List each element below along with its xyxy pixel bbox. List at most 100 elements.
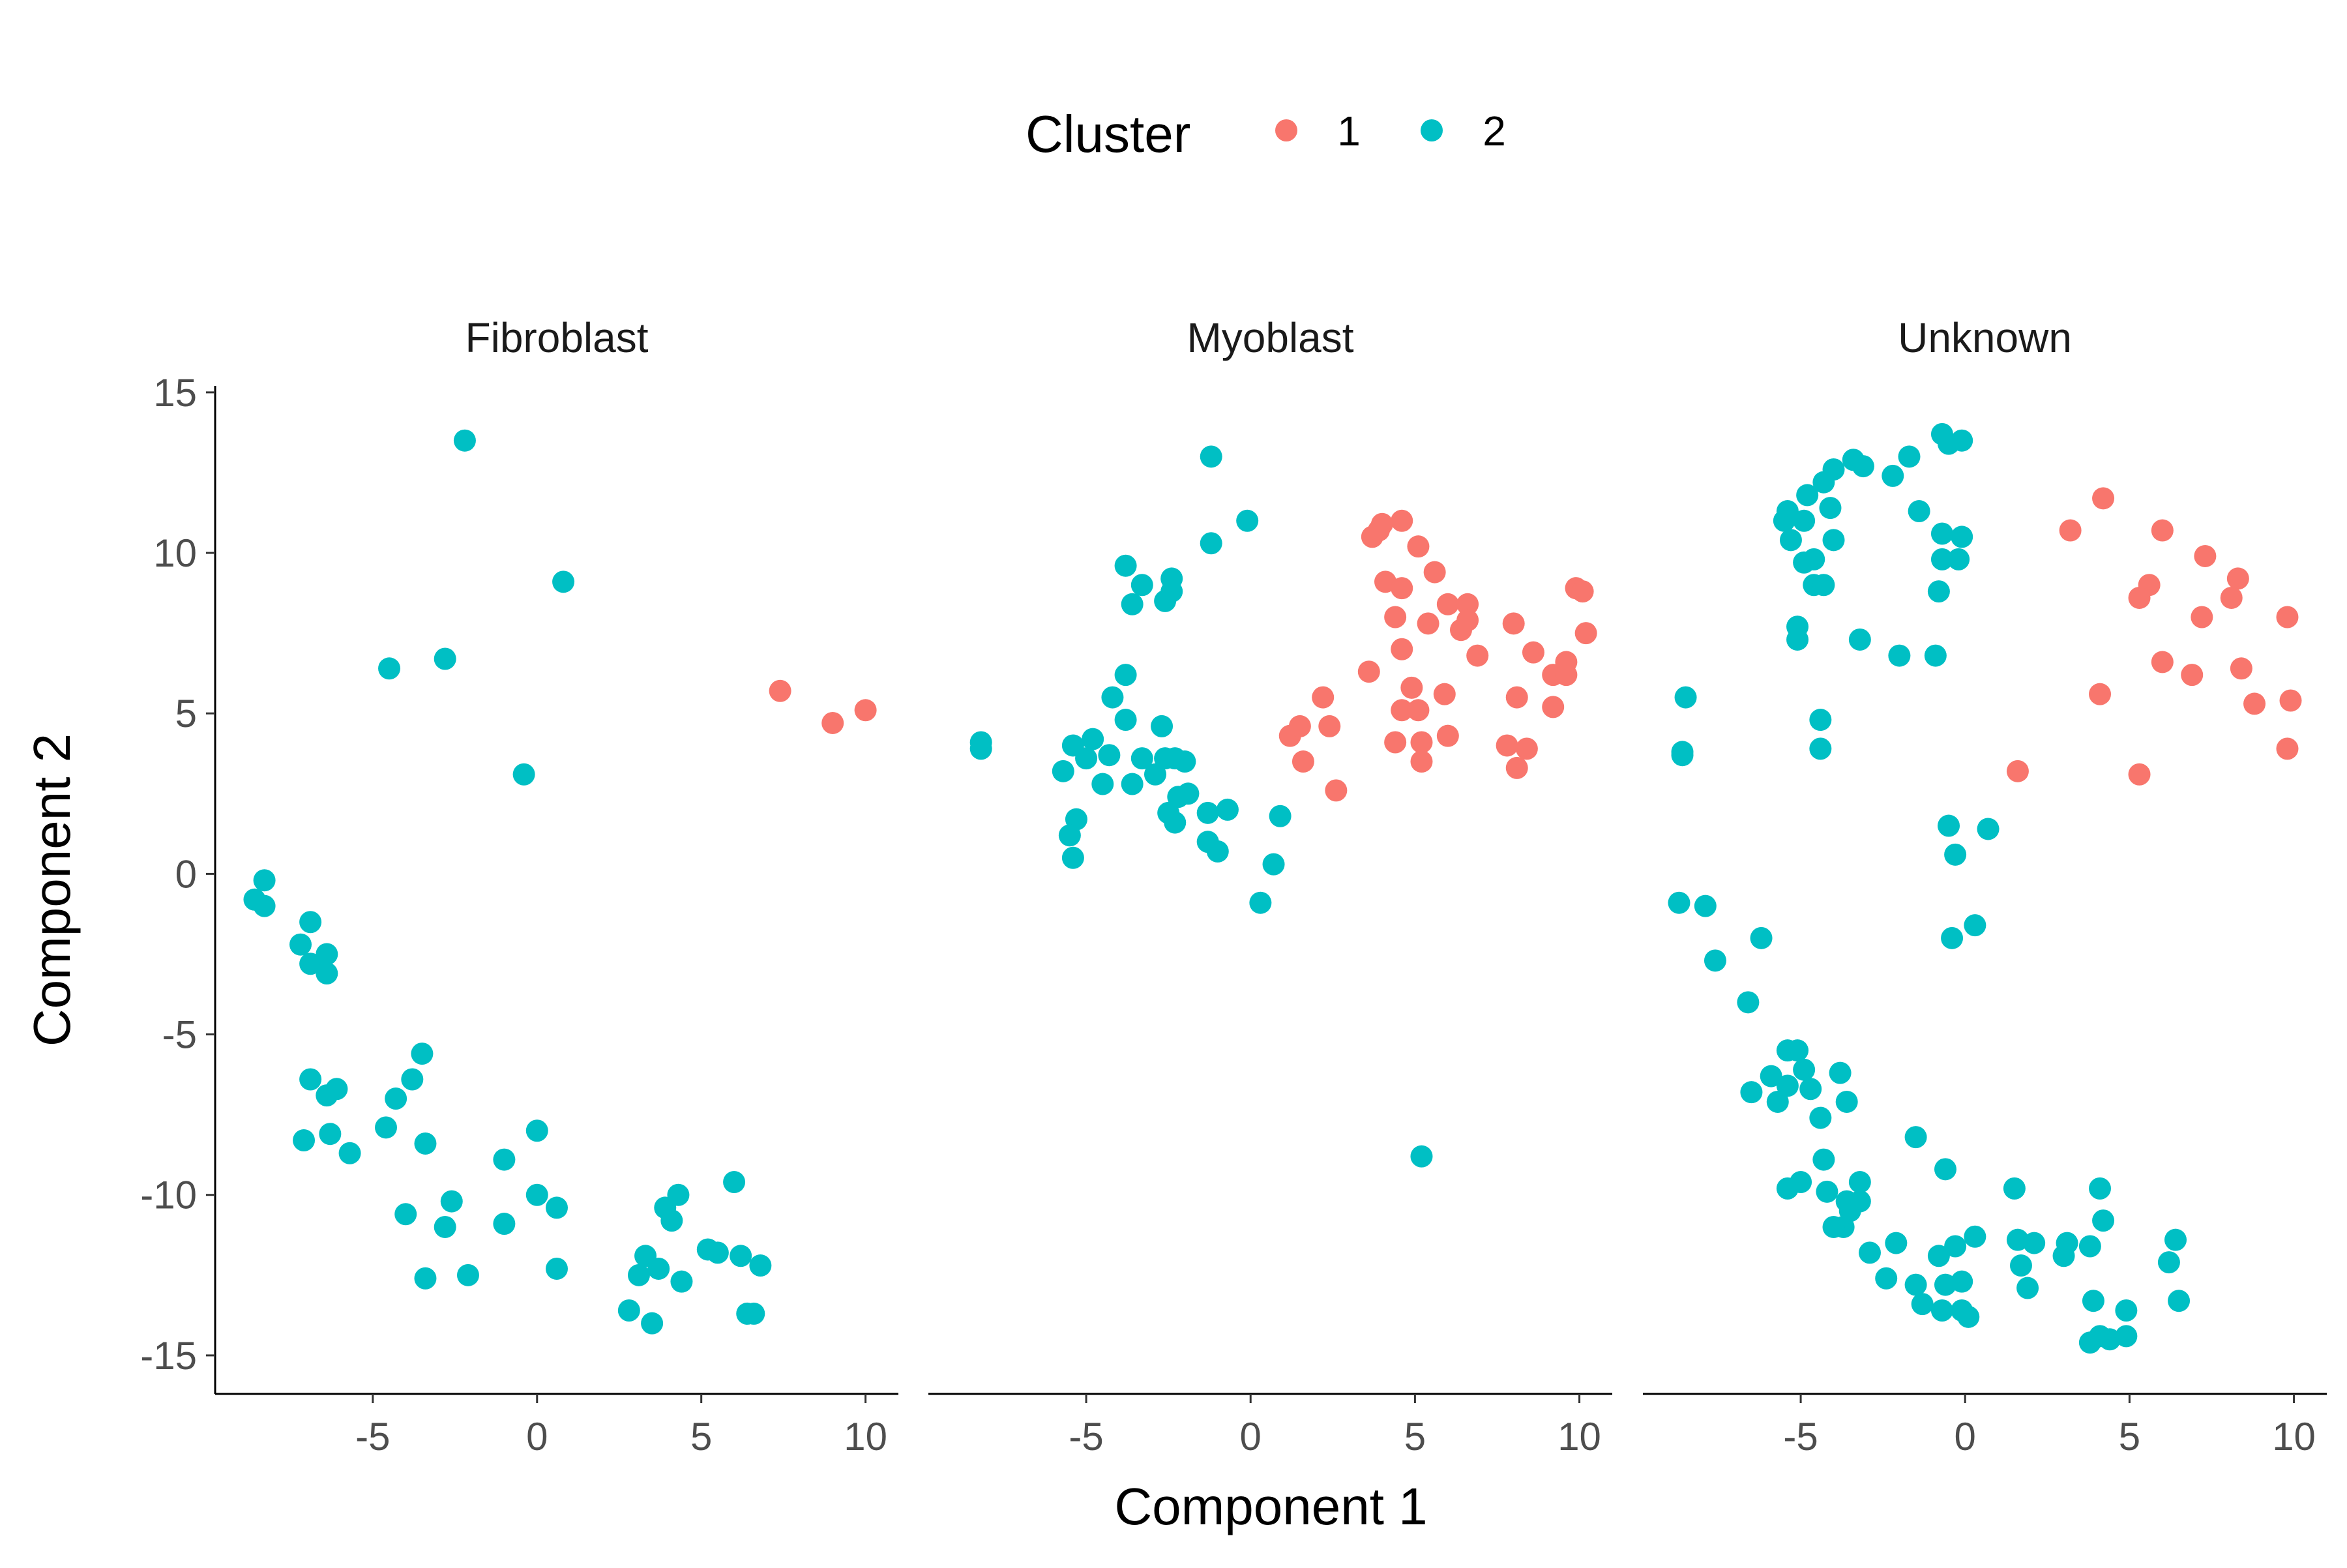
y-tick-label: 5 (175, 692, 197, 735)
data-point-fibroblast-cluster-2 (525, 1183, 548, 1206)
data-point-unknown-cluster-2 (1947, 548, 1970, 570)
data-point-unknown-cluster-2 (1977, 818, 2000, 840)
data-point-myoblast-cluster-2 (1216, 798, 1239, 821)
data-point-unknown-cluster-1 (2089, 683, 2112, 705)
data-point-myoblast-cluster-1 (1391, 577, 1413, 600)
data-point-unknown-cluster-1 (2128, 586, 2151, 609)
data-point-unknown-cluster-1 (2059, 519, 2082, 542)
data-point-myoblast-cluster-2 (1121, 773, 1144, 795)
data-point-unknown-cluster-2 (1911, 1293, 1934, 1316)
data-point-unknown-cluster-2 (1848, 1171, 1871, 1194)
data-point-unknown-cluster-2 (1809, 1106, 1832, 1129)
data-point-unknown-cluster-2 (1796, 484, 1819, 507)
data-point-fibroblast-cluster-2 (723, 1171, 746, 1194)
data-point-myoblast-cluster-1 (1384, 606, 1407, 629)
data-point-fibroblast-cluster-2 (512, 763, 535, 786)
data-point-unknown-cluster-2 (1829, 1061, 1852, 1084)
data-point-unknown-cluster-2 (1924, 644, 1947, 667)
data-point-fibroblast-cluster-1 (854, 699, 877, 722)
data-point-myoblast-cluster-1 (1391, 638, 1413, 660)
y-tick-label: 15 (153, 371, 197, 415)
data-point-unknown-cluster-2 (1852, 455, 1874, 478)
data-point-myoblast-cluster-2 (1082, 728, 1104, 750)
data-point-unknown-cluster-2 (1927, 580, 1950, 603)
data-point-unknown-cluster-2 (1944, 843, 1967, 866)
x-axis-title: Component 1 (1114, 1477, 1427, 1535)
data-point-myoblast-cluster-1 (1318, 715, 1341, 737)
data-point-fibroblast-cluster-2 (253, 895, 276, 917)
data-point-unknown-cluster-2 (2056, 1232, 2078, 1254)
data-point-myoblast-cluster-1 (1407, 699, 1430, 722)
legend-key-cluster-1 (1275, 119, 1297, 141)
data-point-myoblast-cluster-2 (1101, 686, 1124, 709)
data-point-myoblast-cluster-1 (1423, 561, 1446, 584)
data-point-myoblast-cluster-2 (1196, 801, 1219, 824)
data-point-myoblast-cluster-1 (1292, 750, 1314, 773)
data-point-myoblast-cluster-1 (1288, 715, 1311, 737)
data-point-unknown-cluster-2 (1750, 926, 1773, 949)
data-point-myoblast-cluster-2 (1262, 853, 1285, 876)
data-point-myoblast-cluster-2 (1130, 747, 1153, 770)
data-point-unknown-cluster-1 (2279, 689, 2302, 712)
data-point-unknown-cluster-2 (1740, 1081, 1763, 1104)
data-point-myoblast-cluster-1 (1466, 644, 1489, 667)
data-point-myoblast-cluster-1 (1391, 509, 1413, 532)
data-point-myoblast-cluster-2 (1058, 824, 1081, 847)
data-point-myoblast-cluster-1 (1436, 593, 1459, 615)
data-point-fibroblast-cluster-2 (670, 1270, 693, 1293)
data-point-myoblast-cluster-1 (1407, 535, 1430, 558)
data-point-fibroblast-cluster-2 (743, 1302, 765, 1325)
data-point-unknown-cluster-2 (1964, 1225, 1986, 1248)
data-point-myoblast-cluster-2 (1075, 747, 1098, 770)
data-point-unknown-cluster-2 (1848, 628, 1871, 651)
data-point-unknown-cluster-2 (1704, 949, 1726, 972)
data-point-unknown-cluster-2 (2082, 1290, 2104, 1312)
data-point-fibroblast-cluster-2 (660, 1209, 683, 1232)
data-point-myoblast-cluster-1 (1542, 696, 1565, 718)
data-point-myoblast-cluster-1 (1505, 756, 1528, 779)
data-point-myoblast-cluster-2 (1144, 763, 1166, 786)
data-point-fibroblast-cluster-2 (375, 1116, 397, 1139)
data-point-unknown-cluster-2 (1671, 744, 1694, 767)
data-point-fibroblast-cluster-2 (749, 1254, 772, 1277)
data-point-unknown-cluster-2 (1812, 1148, 1835, 1171)
data-point-myoblast-cluster-1 (1555, 664, 1578, 687)
x-tick-label: 10 (2272, 1415, 2316, 1458)
legend-title: Cluster (1026, 105, 1190, 163)
data-point-fibroblast-cluster-2 (394, 1203, 417, 1226)
data-point-unknown-cluster-2 (2078, 1235, 2101, 1258)
data-point-myoblast-cluster-2 (1164, 811, 1187, 834)
data-point-unknown-cluster-1 (2191, 606, 2213, 629)
data-point-myoblast-cluster-2 (1200, 445, 1222, 468)
data-point-unknown-cluster-2 (2078, 1331, 2101, 1354)
data-point-myoblast-cluster-2 (1130, 574, 1153, 597)
data-point-unknown-cluster-2 (2006, 1228, 2029, 1251)
data-point-myoblast-cluster-1 (1456, 609, 1479, 632)
y-axis-title: Component 2 (23, 733, 81, 1046)
data-point-fibroblast-cluster-2 (289, 933, 312, 956)
data-point-fibroblast-cluster-2 (385, 1087, 407, 1110)
data-point-myoblast-cluster-2 (1114, 709, 1137, 732)
x-tick-label: 10 (844, 1415, 887, 1458)
data-point-fibroblast-cluster-2 (546, 1257, 568, 1280)
data-point-unknown-cluster-2 (2016, 1277, 2039, 1299)
data-point-fibroblast-cluster-2 (440, 1190, 463, 1213)
data-point-myoblast-cluster-2 (1052, 760, 1074, 782)
data-point-unknown-cluster-2 (1951, 525, 1973, 548)
data-point-unknown-cluster-1 (2220, 586, 2243, 609)
data-point-fibroblast-cluster-2 (316, 943, 338, 966)
data-point-unknown-cluster-2 (1822, 529, 1845, 552)
data-point-myoblast-cluster-2 (1174, 750, 1196, 773)
data-point-unknown-cluster-2 (1766, 1090, 1789, 1113)
data-point-unknown-cluster-2 (1888, 644, 1911, 667)
data-point-unknown-cluster-1 (2181, 664, 2204, 687)
legend-label-cluster-1: 1 (1337, 108, 1361, 155)
data-point-unknown-cluster-2 (1951, 429, 1973, 452)
data-point-myoblast-cluster-2 (1206, 840, 1229, 863)
data-point-fibroblast-cluster-2 (456, 1264, 479, 1286)
data-point-unknown-cluster-2 (1694, 895, 1717, 917)
data-point-myoblast-cluster-1 (1391, 699, 1413, 722)
x-tick-label: 0 (1240, 1415, 1262, 1458)
